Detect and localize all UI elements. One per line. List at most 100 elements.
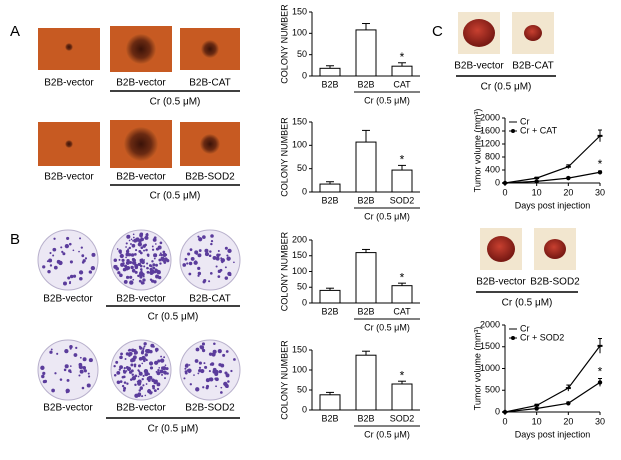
colony-dot	[147, 254, 150, 258]
colony-dot	[150, 362, 153, 366]
colony-dot	[162, 250, 166, 254]
colony-dot	[144, 343, 147, 346]
colony-dot	[128, 354, 131, 357]
colony-dot	[151, 248, 155, 251]
bar	[319, 67, 341, 77]
legend-marker	[511, 129, 515, 133]
colony-dot	[183, 377, 186, 380]
colony-dot	[113, 373, 117, 377]
colony-dot	[63, 368, 67, 372]
colony-dot	[145, 359, 148, 362]
colony-dot	[203, 362, 206, 365]
x-tick-label: 20	[563, 187, 573, 197]
colony-dot	[81, 254, 85, 258]
colony-dot	[214, 372, 219, 376]
colony-dot	[194, 260, 197, 262]
colony-dot	[59, 378, 63, 381]
x-tick-label: CAT	[393, 306, 411, 316]
colony-dot	[56, 259, 61, 264]
colony-dot	[125, 261, 130, 265]
colony-dot	[194, 359, 199, 363]
colony-dot	[197, 372, 200, 375]
colony-dot	[53, 237, 56, 240]
colony-dot	[227, 380, 230, 383]
colony-dot	[144, 394, 147, 397]
colony-dot	[184, 257, 188, 261]
colony-dot	[119, 380, 123, 383]
colony-dot	[125, 365, 129, 369]
colony-dot	[150, 343, 155, 348]
colony-dot	[52, 247, 57, 252]
colony-dot	[156, 371, 161, 376]
colony-dot	[129, 378, 133, 381]
colony-dot	[134, 393, 139, 398]
colony	[201, 40, 219, 58]
point	[597, 170, 603, 175]
y-tick-label: 50	[297, 282, 307, 292]
colony-dot	[147, 389, 151, 392]
colony-dot	[143, 259, 146, 261]
y-tick-label: 0	[495, 177, 500, 187]
colony-dot	[69, 260, 73, 264]
colony-dot	[125, 275, 130, 279]
point	[534, 179, 539, 184]
colony-dot	[50, 348, 53, 351]
colony-dot	[202, 235, 206, 239]
point	[502, 409, 508, 415]
colony-dot	[138, 371, 143, 376]
colony-dot	[153, 257, 156, 260]
colony-dot	[140, 281, 145, 285]
image-caption: B2B-vector	[44, 78, 94, 89]
colony-dot	[42, 371, 46, 375]
colony	[126, 34, 156, 64]
colony-dot	[204, 248, 209, 253]
group-label: Cr (0.5 μM)	[364, 322, 410, 332]
colony-dot	[159, 252, 162, 255]
colony-dot	[130, 238, 133, 241]
series-line	[504, 171, 601, 184]
colony-dot	[41, 374, 45, 379]
colony-dot	[132, 236, 135, 239]
colony-dot	[212, 255, 217, 260]
colony-dot	[200, 368, 205, 374]
colony	[124, 127, 158, 161]
colony-dot	[139, 346, 143, 350]
colony-dot	[152, 263, 156, 267]
colony-dot	[153, 253, 158, 258]
dish	[37, 229, 99, 291]
colony-dot	[152, 238, 157, 242]
colony-dot	[116, 248, 119, 250]
colony-dot	[224, 371, 228, 375]
colony-dot	[146, 266, 149, 270]
colony-dot	[220, 257, 223, 260]
bar	[355, 252, 377, 304]
colony-dot	[138, 364, 141, 368]
colony-dot	[56, 352, 59, 355]
colony-dot	[115, 266, 120, 271]
point	[566, 175, 571, 181]
colony-dot	[197, 253, 202, 258]
group-label: Cr (0.5 μM)	[481, 82, 532, 93]
colony-dot	[140, 269, 143, 273]
colony-dot	[119, 273, 123, 278]
bar	[319, 289, 341, 304]
colony-dot	[188, 364, 191, 366]
colony-dot	[133, 253, 137, 256]
colony-dot	[51, 388, 55, 393]
colony-dot	[141, 260, 145, 265]
colony-dot	[190, 257, 195, 261]
colony-dot	[118, 258, 121, 261]
colony-dot	[78, 374, 81, 377]
colony	[200, 134, 220, 154]
colony-dot	[139, 232, 144, 237]
x-tick-label: 0	[502, 187, 507, 197]
colony-dot	[118, 249, 122, 253]
y-tick-label: 100	[292, 364, 307, 374]
significance: *	[400, 368, 405, 382]
x-axis-label: Days post injection	[515, 200, 591, 210]
colony-dot	[197, 274, 200, 277]
bar	[391, 65, 413, 77]
series-line	[504, 345, 601, 413]
colony-dot	[165, 367, 169, 371]
colony-dot	[66, 378, 70, 382]
